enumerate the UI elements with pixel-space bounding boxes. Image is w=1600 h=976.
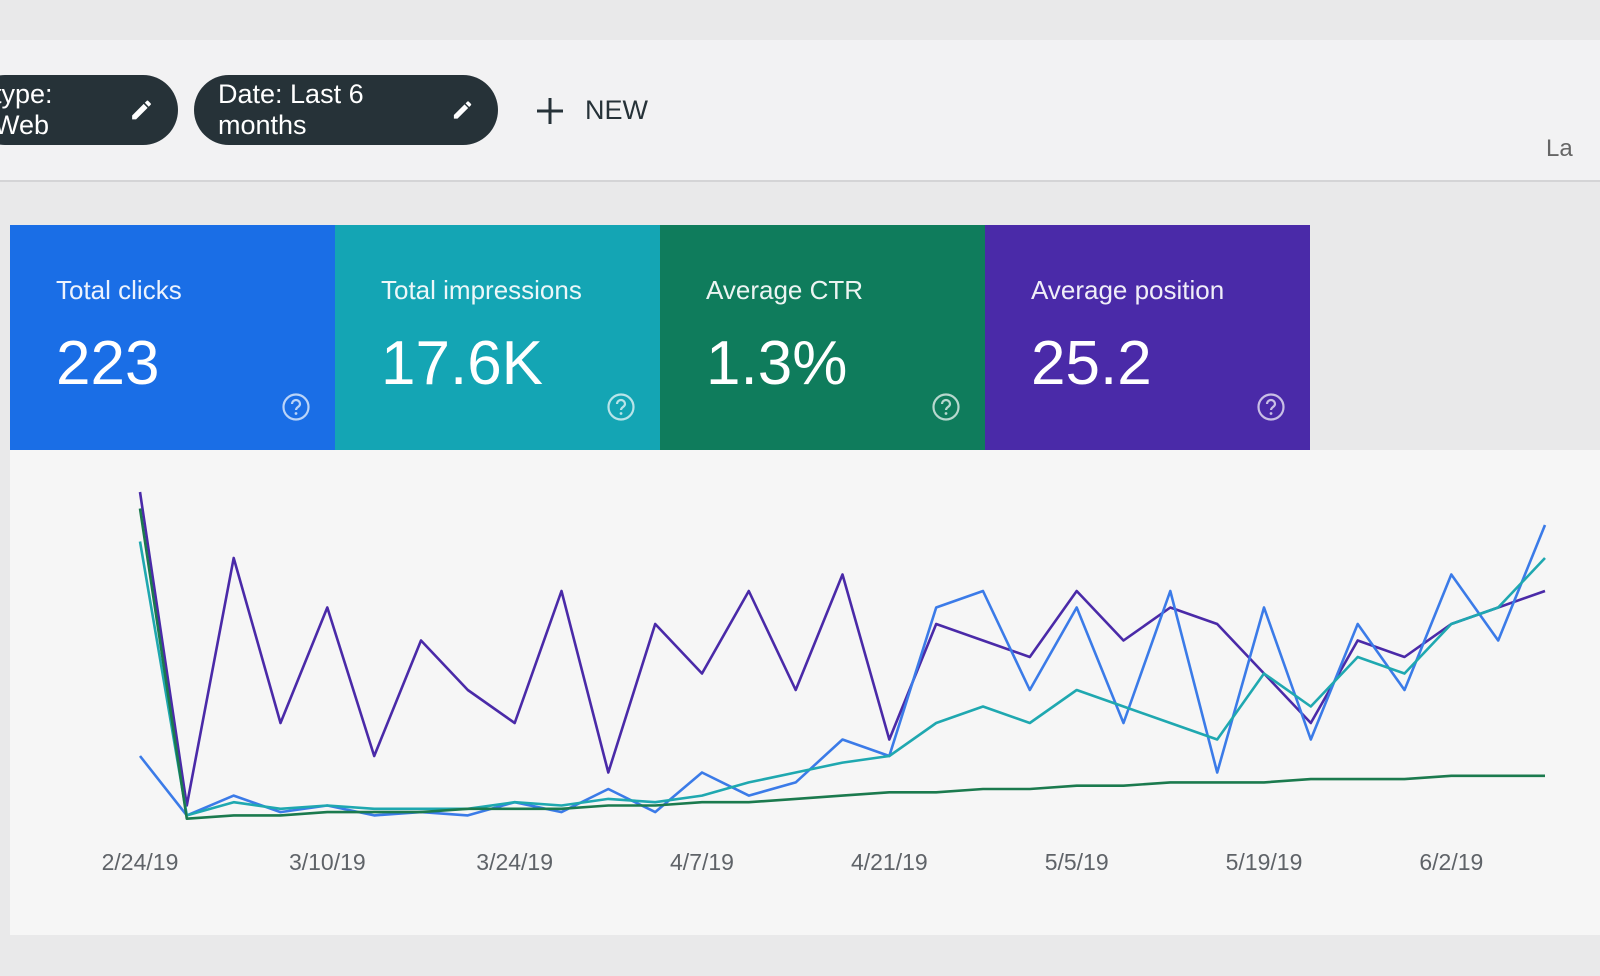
help-icon[interactable] xyxy=(606,392,636,422)
x-tick-label: 4/7/19 xyxy=(670,849,734,875)
metric-label: Average position xyxy=(1031,275,1225,305)
chart-panel: 2/24/19 3/10/19 3/24/19 4/7/19 4/21/19 5/5/19… xyxy=(10,450,1600,935)
plus-icon xyxy=(537,97,563,124)
chip-label: Date: Last 6 months xyxy=(218,79,364,140)
help-icon[interactable] xyxy=(1256,392,1286,422)
filter-chip[interactable]: type: Web xyxy=(0,75,178,145)
chip-label: type: Web xyxy=(0,79,53,140)
chart: 2/24/19 3/10/19 3/24/19 4/7/19 4/21/19 5/5/19… xyxy=(102,491,1547,875)
new-label: NEW xyxy=(585,95,648,125)
metric-card[interactable]: Average position 25.2 xyxy=(985,225,1310,450)
metric-value: 17.6K xyxy=(381,329,544,398)
partial-text: La xyxy=(1546,135,1573,162)
metric-label: Total impressions xyxy=(381,275,582,305)
x-tick-label: 3/10/19 xyxy=(289,849,366,875)
metric-card[interactable]: Average CTR 1.3% xyxy=(660,225,985,450)
metric-card[interactable]: Total clicks 223 xyxy=(10,225,335,450)
filter-chip[interactable]: Date: Last 6 months xyxy=(194,75,498,145)
x-tick-label: 5/5/19 xyxy=(1045,849,1109,875)
help-icon[interactable] xyxy=(931,392,961,422)
edit-icon xyxy=(453,101,472,119)
metric-value: 223 xyxy=(56,329,160,398)
new-button[interactable]: NEW xyxy=(535,95,648,126)
metric-value: 1.3% xyxy=(706,329,848,398)
series-line xyxy=(138,508,1545,820)
series-line xyxy=(138,541,1546,817)
x-tick-label: 6/2/19 xyxy=(1419,849,1483,875)
metric-value: 25.2 xyxy=(1031,329,1152,398)
metric-label: Total clicks xyxy=(56,275,182,305)
x-tick-label: 4/21/19 xyxy=(851,849,928,875)
x-tick-label: 5/19/19 xyxy=(1226,849,1303,875)
help-icon[interactable] xyxy=(281,392,311,422)
series-line xyxy=(138,491,1546,807)
edit-icon xyxy=(132,100,151,120)
series-line xyxy=(138,524,1547,817)
x-tick-label: 2/24/19 xyxy=(102,849,179,875)
metric-cards: Total clicks 223 Total impressions 17.6K Ave… xyxy=(10,225,1310,450)
metric-label: Average CTR xyxy=(706,275,864,305)
x-tick-label: 3/24/19 xyxy=(476,849,553,875)
metric-card[interactable]: Total impressions 17.6K xyxy=(335,225,660,450)
